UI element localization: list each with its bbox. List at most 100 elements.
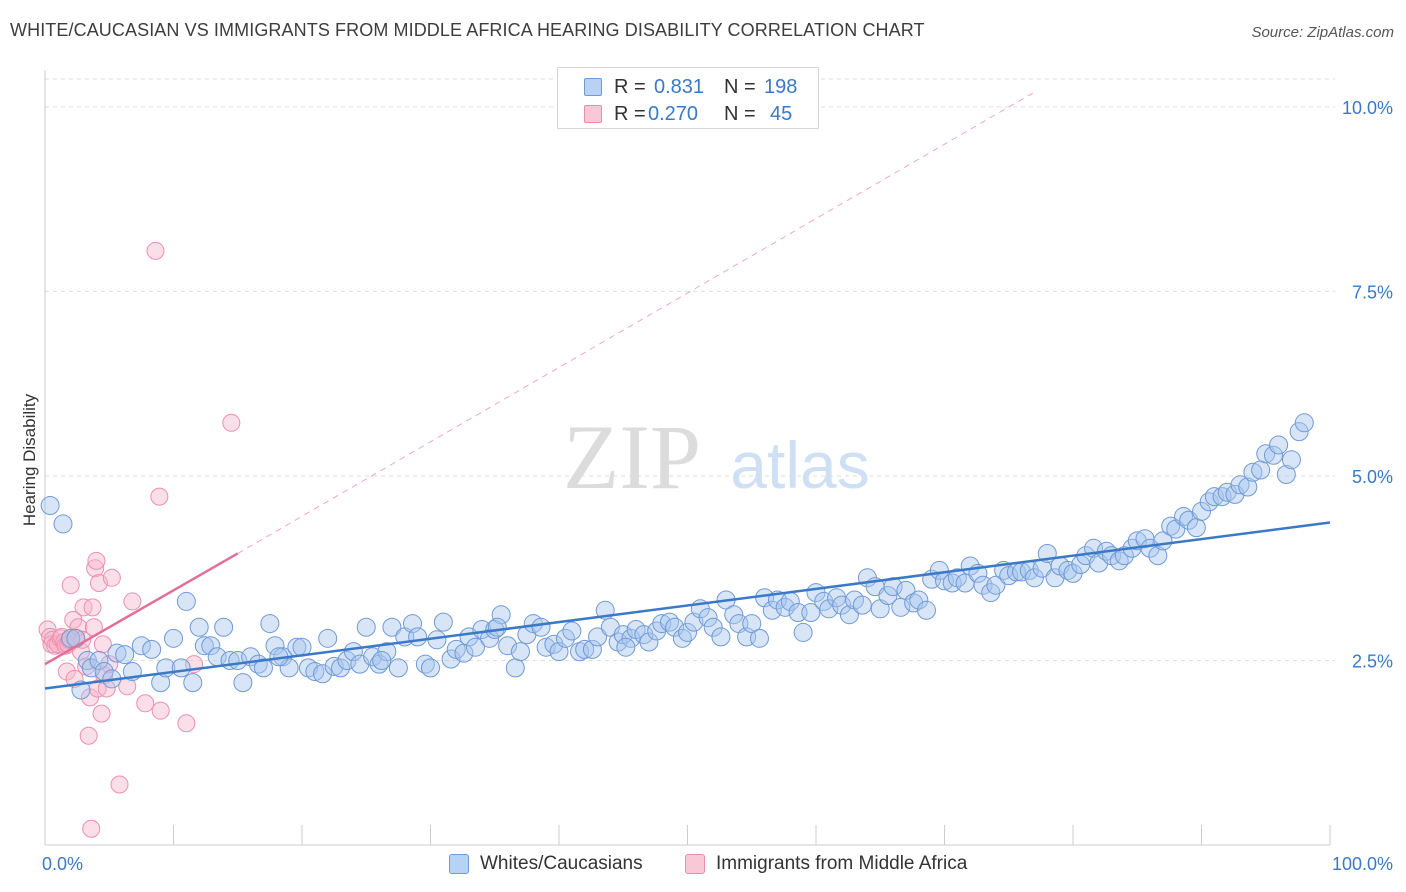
watermark: ZIP atlas	[563, 406, 870, 508]
whites-point	[909, 590, 929, 610]
whites-point	[621, 628, 641, 648]
x-tick-labels: 0.0% 100.0%	[42, 854, 1393, 874]
whites-point	[233, 673, 253, 693]
series-legend: Whites/Caucasians Immigrants from Middle…	[0, 852, 1406, 878]
whites-point	[176, 591, 196, 611]
whites-point	[1243, 462, 1263, 482]
legend-label-whites: Whites/Caucasians	[480, 853, 643, 874]
whites-point	[1109, 551, 1129, 571]
whites-point	[1230, 475, 1250, 495]
whites-point	[318, 628, 338, 648]
y-tick-label: 2.5%	[1352, 651, 1393, 671]
y-tick-label: 7.5%	[1352, 282, 1393, 302]
legend-n-value: 45	[770, 103, 793, 125]
immigrants-point	[136, 694, 155, 713]
legend-n-label: N =	[724, 103, 756, 125]
whites-point	[433, 612, 453, 632]
whites-point	[660, 612, 680, 632]
immigrants-point	[151, 701, 170, 720]
whites-point	[441, 649, 461, 669]
whites-point	[53, 514, 73, 534]
whites-point	[793, 622, 813, 642]
whites-point	[66, 628, 86, 648]
immigrants-point	[38, 620, 57, 639]
whites-point	[201, 636, 221, 656]
whites-point	[588, 627, 608, 647]
whites-point	[331, 658, 351, 678]
whites-point	[562, 621, 582, 641]
whites-point	[878, 586, 898, 606]
immigrants-point	[83, 598, 102, 617]
whites-point	[839, 605, 859, 625]
whites-trend-line	[44, 521, 1331, 690]
whites-point	[480, 628, 500, 648]
whites-point	[678, 622, 697, 642]
whites-point	[1263, 445, 1283, 465]
whites-point	[81, 658, 101, 678]
whites-point	[164, 628, 183, 648]
whites-point	[421, 658, 440, 678]
whites-point	[382, 617, 402, 637]
series-immigrants-points	[38, 241, 241, 838]
source-label: Source: ZipAtlas.com	[1251, 24, 1394, 41]
whites-point	[801, 603, 821, 622]
immigrants-point	[150, 487, 169, 506]
whites-point	[832, 595, 852, 615]
whites-point	[510, 642, 530, 662]
immigrants-point	[222, 413, 241, 432]
trend-lines	[44, 91, 1331, 690]
whites-point	[749, 628, 769, 648]
immigrants-point	[123, 592, 142, 611]
whites-point	[1024, 568, 1044, 588]
whites-point	[1289, 422, 1309, 442]
whites-point	[531, 617, 551, 637]
whites-point	[324, 656, 344, 676]
immigrants-point	[87, 551, 106, 570]
whites-point	[89, 650, 109, 670]
whites-point	[1276, 464, 1296, 484]
y-tick-label: 5.0%	[1352, 467, 1393, 487]
whites-point	[40, 495, 60, 515]
whites-point	[1161, 516, 1181, 536]
immigrants-point	[79, 726, 98, 745]
whites-point	[652, 614, 672, 634]
x-tick-label-max: 100.0%	[1332, 854, 1393, 874]
whites-point	[819, 599, 839, 619]
whites-point	[265, 636, 285, 656]
immigrants-point	[102, 568, 121, 587]
immigrants-point	[60, 630, 79, 649]
whites-point	[194, 636, 214, 656]
legend-label-immigrants: Immigrants from Middle Africa	[716, 853, 968, 874]
whites-point	[762, 600, 782, 620]
whites-point	[415, 654, 435, 674]
whites-point	[698, 608, 718, 628]
whites-point	[356, 617, 376, 637]
stats-legend: R = 0.831 N = 198 R = 0.270 N = 45	[557, 67, 819, 129]
whites-point	[505, 658, 525, 678]
whites-point	[672, 628, 692, 648]
whites-point	[465, 637, 485, 657]
whites-point	[616, 637, 636, 657]
whites-point	[582, 639, 602, 659]
whites-point	[377, 642, 397, 662]
whites-point	[487, 617, 507, 637]
y-axis-label: Hearing Disability	[20, 393, 39, 527]
immigrants-point	[61, 576, 80, 595]
legend-row-whites: R = 0.831 N = 198	[558, 74, 818, 100]
whites-point	[189, 617, 209, 637]
whites-point	[305, 662, 325, 682]
whites-point	[986, 575, 1006, 595]
whites-point	[575, 639, 595, 659]
whites-point	[724, 605, 744, 625]
whites-point	[298, 658, 318, 678]
whites-point	[171, 658, 191, 678]
legend-r-label: R =	[614, 103, 646, 125]
whites-point	[491, 605, 511, 625]
whites-point	[142, 639, 162, 659]
whites-point	[852, 595, 872, 615]
whites-point	[1174, 507, 1194, 527]
immigrants-trend-line	[44, 552, 239, 666]
whites-point	[1058, 560, 1078, 580]
whites-point	[1238, 477, 1258, 497]
chart-title: WHITE/CAUCASIAN VS IMMIGRANTS FROM MIDDL…	[10, 20, 925, 40]
